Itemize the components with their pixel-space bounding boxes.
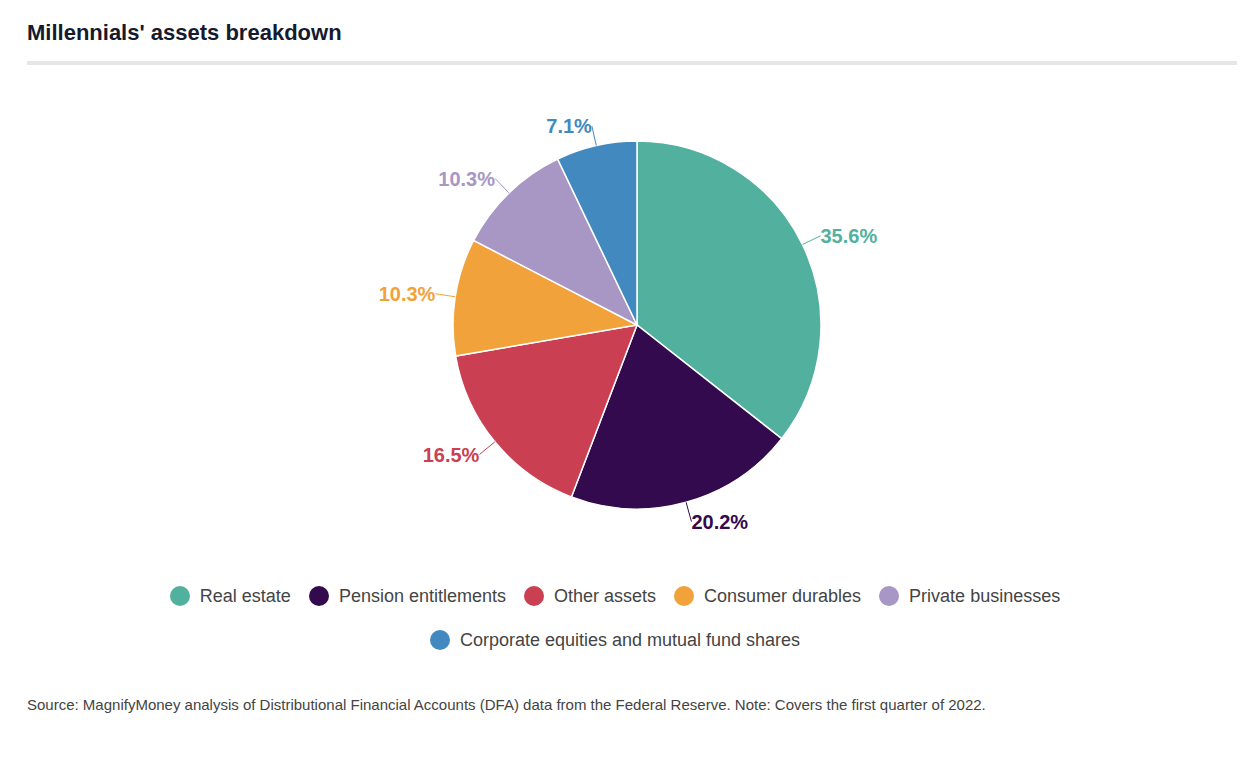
html-text:Other assets: Other assets	[554, 585, 656, 606]
svg-text:10.3%: 10.3%	[438, 168, 495, 190]
html-text:Consumer durables: Consumer durables	[704, 585, 862, 606]
svg-text:10.3%: 10.3%	[379, 283, 436, 305]
html-text:Real estate: Real estate	[199, 585, 291, 606]
html-text:Private businesses: Private businesses	[909, 585, 1061, 606]
svg-text:7.1%: 7.1%	[546, 115, 592, 137]
svg-text:35.6%: 35.6%	[820, 225, 877, 247]
html-text:Pension entitlements: Pension entitlements	[338, 585, 506, 606]
html-text:Millennials' assets breakdown: Millennials' assets breakdown	[27, 20, 342, 45]
html-text:Source: MagnifyMoney analysis: Source: MagnifyMoney analysis of Distrib…	[27, 696, 986, 713]
html-text:Corporate equities and mutual: Corporate equities and mutual fund share…	[459, 629, 801, 650]
svg-text:16.5%: 16.5%	[423, 444, 480, 466]
svg-text:20.2%: 20.2%	[691, 511, 748, 533]
